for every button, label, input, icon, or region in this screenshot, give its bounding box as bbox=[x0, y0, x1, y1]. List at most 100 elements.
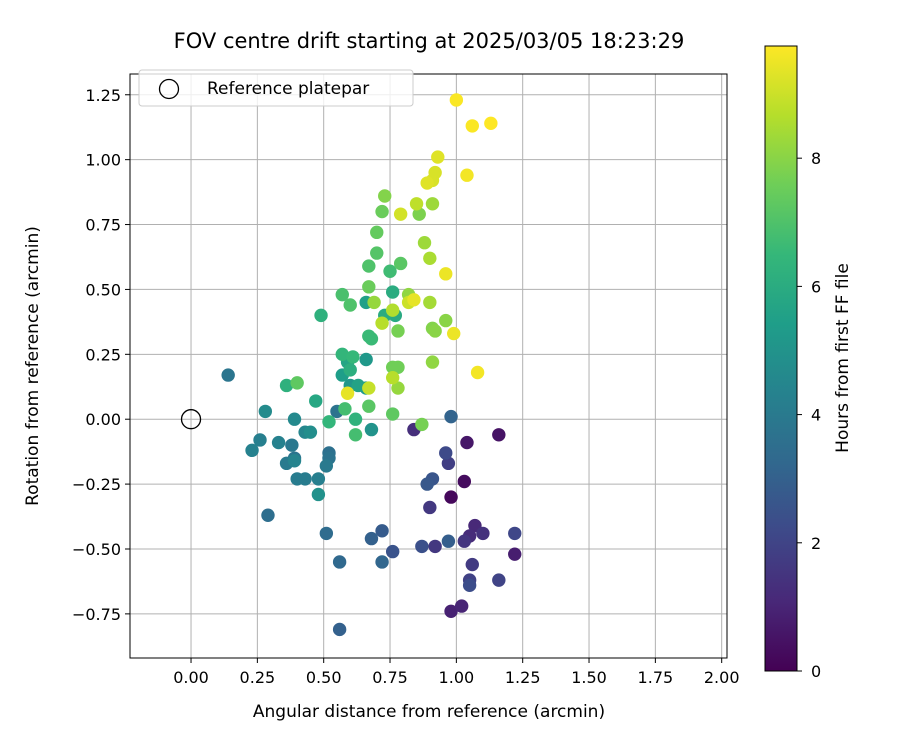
scatter-point bbox=[335, 347, 349, 362]
scatter-point bbox=[425, 197, 440, 211]
scatter-point bbox=[508, 526, 522, 541]
scatter-point bbox=[428, 324, 442, 338]
colorbar-tick-label: 0 bbox=[811, 662, 821, 681]
reference-platepar-marker bbox=[180, 409, 202, 430]
scatter-point bbox=[279, 378, 294, 393]
scatter-point bbox=[412, 207, 426, 221]
scatter-point bbox=[348, 428, 363, 442]
scatter-point bbox=[425, 355, 440, 369]
scatter-point bbox=[385, 285, 400, 299]
x-axis-ticks: 0.00 0.25 0.50 0.75 1.00 1.25 1.50 1.75 2.00 bbox=[173, 658, 740, 687]
scatter-point bbox=[367, 295, 381, 310]
scatter-point bbox=[319, 459, 334, 473]
scatter-point bbox=[314, 308, 328, 323]
x-tick-label: 1.00 bbox=[439, 668, 475, 687]
scatter-point bbox=[457, 534, 472, 548]
scatter-point bbox=[287, 454, 302, 468]
scatter-point bbox=[420, 477, 434, 491]
colorbar-tick-label: 4 bbox=[811, 406, 821, 425]
scatter-point bbox=[385, 360, 400, 374]
scatter-point bbox=[370, 225, 384, 240]
x-tick-label: 1.25 bbox=[505, 668, 541, 687]
scatter-point bbox=[383, 264, 397, 278]
scatter-point bbox=[492, 573, 506, 587]
scatter-point bbox=[343, 363, 357, 377]
scatter-point bbox=[444, 490, 458, 504]
scatter-point bbox=[460, 168, 474, 182]
scatter-point bbox=[261, 508, 275, 522]
x-tick-label: 0.50 bbox=[306, 668, 342, 687]
scatter-point bbox=[385, 544, 400, 559]
y-tick-label: −0.50 bbox=[72, 540, 121, 559]
scatter-point bbox=[423, 251, 437, 265]
scatter-point bbox=[447, 326, 461, 341]
legend-label: Reference platepar bbox=[207, 79, 369, 99]
scatter-point bbox=[409, 197, 424, 211]
scatter-point bbox=[309, 394, 323, 408]
x-tick-label: 0.25 bbox=[240, 668, 276, 687]
scatter-point bbox=[465, 119, 479, 133]
y-axis-ticks: −0.75 −0.50 −0.25 0.00 0.25 0.50 0.75 1.00 1.25 bbox=[72, 86, 130, 624]
scatter-point bbox=[362, 399, 376, 413]
scatter-point bbox=[441, 534, 456, 548]
legend: Reference platepar bbox=[138, 69, 414, 107]
legend-box bbox=[138, 69, 414, 107]
x-tick-label: 0.75 bbox=[372, 668, 408, 687]
scatter-point bbox=[441, 456, 456, 471]
scatter-point bbox=[245, 443, 259, 458]
scatter-point bbox=[364, 332, 379, 346]
scatter-point bbox=[378, 189, 392, 203]
reference-marker bbox=[180, 409, 202, 430]
scatter-point bbox=[492, 428, 506, 442]
scatter-point bbox=[428, 539, 442, 554]
scatter-point bbox=[439, 267, 453, 281]
scatter-point bbox=[290, 376, 304, 390]
scatter-point bbox=[375, 524, 389, 538]
scatter-point bbox=[362, 381, 376, 395]
scatter-point bbox=[271, 435, 286, 450]
scatter-point bbox=[332, 622, 347, 637]
scatter-point bbox=[253, 433, 267, 447]
scatter-point bbox=[348, 412, 363, 426]
scatter-point bbox=[444, 604, 458, 618]
y-tick-label: 0.00 bbox=[85, 410, 121, 429]
scatter-point bbox=[417, 236, 432, 250]
x-axis-label: Angular distance from reference (arcmin) bbox=[253, 702, 605, 722]
scatter-point bbox=[415, 539, 429, 554]
colorbar-label: Hours from first FF file bbox=[833, 263, 853, 453]
legend-reference-marker bbox=[158, 78, 180, 100]
scatter-point bbox=[391, 324, 405, 338]
scatter-point bbox=[351, 378, 365, 393]
scatter-point bbox=[431, 150, 445, 164]
scatter-point bbox=[393, 256, 408, 271]
scatter-point bbox=[335, 287, 349, 302]
y-tick-label: −0.25 bbox=[72, 475, 121, 494]
colorbar-tick-label: 6 bbox=[811, 277, 821, 296]
scatter-point bbox=[393, 207, 408, 221]
scatter-point bbox=[423, 500, 437, 515]
x-tick-label: 1.75 bbox=[638, 668, 674, 687]
scatter-point bbox=[476, 526, 490, 541]
scatter-point bbox=[407, 293, 421, 307]
scatter-point bbox=[311, 472, 326, 486]
scatter-point bbox=[362, 259, 376, 273]
y-tick-label: 1.25 bbox=[85, 86, 121, 105]
y-tick-label: 0.25 bbox=[85, 345, 121, 364]
scatter-point bbox=[449, 93, 464, 107]
x-tick-label: 1.50 bbox=[571, 668, 607, 687]
scatter-point bbox=[346, 350, 360, 364]
colorbar-gradient bbox=[764, 45, 798, 672]
scatter-point bbox=[338, 402, 352, 416]
scatter-point bbox=[375, 555, 389, 569]
scatter-point bbox=[420, 176, 434, 190]
y-tick-label: 0.75 bbox=[85, 216, 121, 235]
scatter-point bbox=[364, 422, 379, 437]
scatter-point bbox=[311, 487, 326, 502]
scatter-point bbox=[221, 368, 235, 382]
scatter-point bbox=[444, 409, 458, 424]
y-tick-label: 1.00 bbox=[85, 151, 121, 170]
plot-grid bbox=[130, 74, 727, 658]
scatter-point bbox=[290, 472, 304, 486]
scatter-point bbox=[508, 547, 522, 561]
